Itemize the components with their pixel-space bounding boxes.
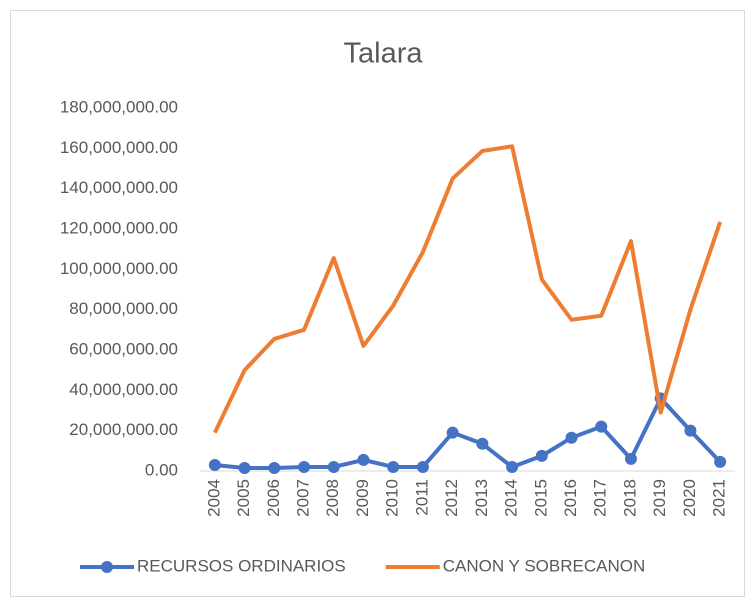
legend-label: CANON Y SOBRECANON <box>443 556 645 575</box>
x-tick-label: 2012 <box>442 479 461 517</box>
y-tick-label: 20,000,000.00 <box>69 420 178 439</box>
point <box>268 461 281 474</box>
point <box>684 424 697 437</box>
y-tick-label: 180,000,000.00 <box>60 97 178 116</box>
x-tick-label: 2019 <box>650 479 669 517</box>
x-tick-label: 2013 <box>472 479 491 517</box>
x-tick-label: 2007 <box>294 479 313 517</box>
y-tick-label: 80,000,000.00 <box>69 299 178 318</box>
x-tick-label: 2018 <box>620 479 639 517</box>
x-tick-label: 2006 <box>264 479 283 517</box>
point <box>357 453 370 466</box>
y-tick-label: 140,000,000.00 <box>60 178 178 197</box>
chart-title: Talara <box>344 38 424 70</box>
x-tick-label: 2011 <box>412 479 431 516</box>
x-tick-label: 2014 <box>502 479 521 517</box>
y-tick-label: 0.00 <box>145 460 178 479</box>
point <box>208 458 221 471</box>
point <box>506 460 519 473</box>
x-tick-label: 2008 <box>323 479 342 517</box>
point <box>476 437 489 450</box>
series-line <box>213 144 723 434</box>
point <box>298 460 311 473</box>
x-tick-label: 2005 <box>234 479 253 517</box>
point <box>535 449 548 462</box>
legend-label: RECURSOS ORDINARIOS <box>137 556 346 575</box>
x-tick-label: 2009 <box>353 479 372 517</box>
y-tick-label: 40,000,000.00 <box>69 380 178 399</box>
point <box>714 455 727 468</box>
legend-marker <box>101 561 113 573</box>
point <box>565 431 578 444</box>
point <box>446 426 459 439</box>
x-tick-label: 2017 <box>591 479 610 517</box>
y-tick-label: 100,000,000.00 <box>60 259 178 278</box>
x-tick-label: 2015 <box>531 479 550 517</box>
point <box>595 420 608 433</box>
point <box>387 460 400 473</box>
x-tick-label: 2010 <box>383 479 402 517</box>
x-tick-label: 2021 <box>710 479 729 517</box>
x-tick-label: 2004 <box>204 479 223 517</box>
point <box>624 452 637 465</box>
point <box>327 460 340 473</box>
y-tick-label: 60,000,000.00 <box>69 339 178 358</box>
y-tick-label: 120,000,000.00 <box>60 218 178 237</box>
y-tick-label: 160,000,000.00 <box>60 138 178 157</box>
point <box>416 460 429 473</box>
chart-frame <box>10 10 745 597</box>
x-tick-label: 2016 <box>561 479 580 517</box>
x-tick-label: 2020 <box>680 479 699 517</box>
point <box>238 461 251 474</box>
